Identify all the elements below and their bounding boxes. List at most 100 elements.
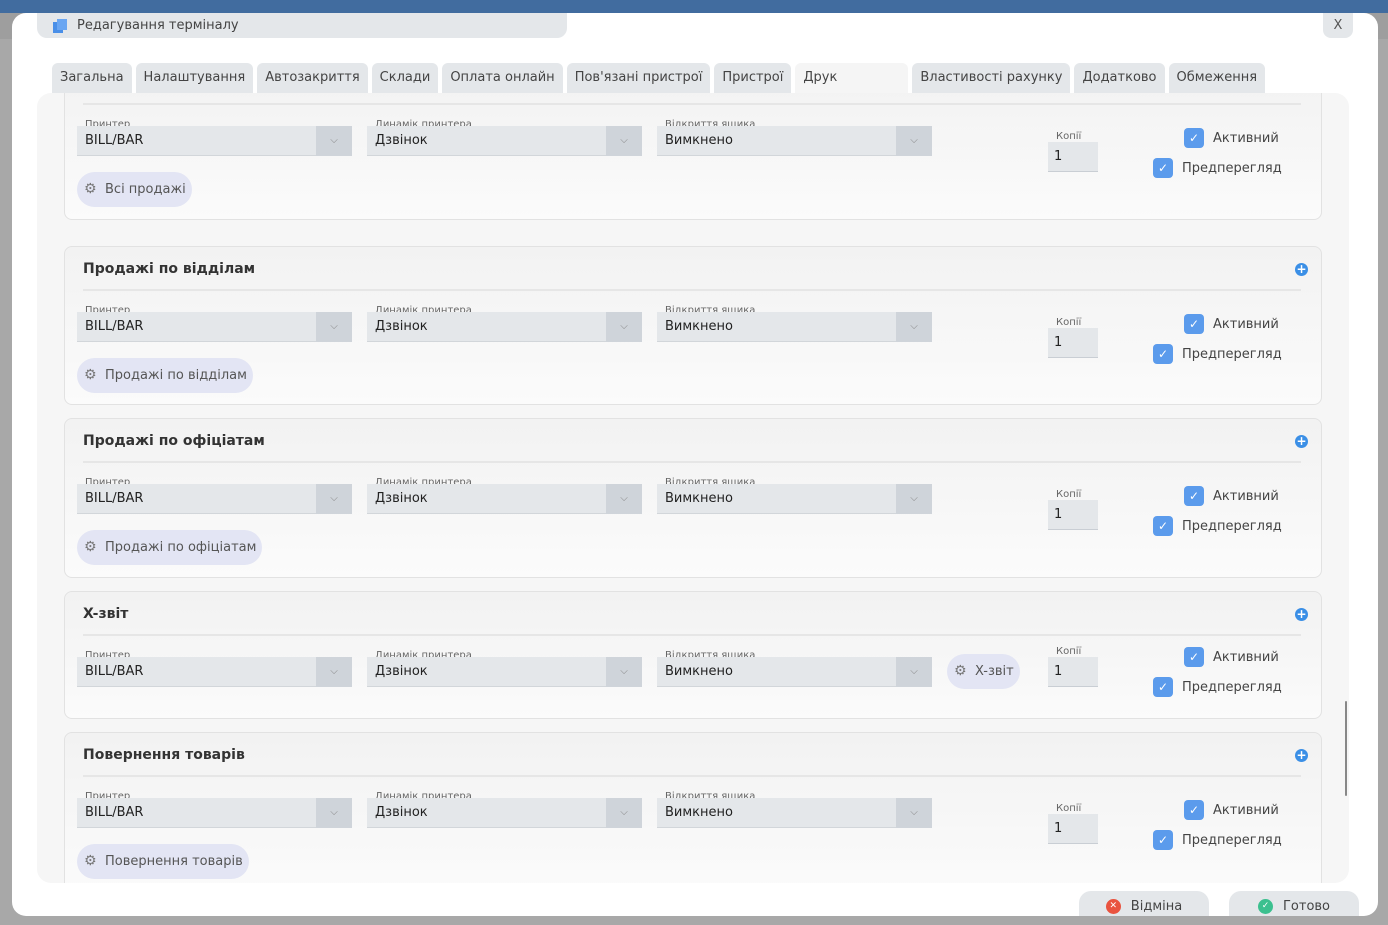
active-label: Активний [1213,802,1279,818]
drawer-value: Вимкнено [665,133,733,148]
chevron-down-icon: ⌵ [606,657,642,687]
drawer-select[interactable]: Вимкнено ⌵ [657,126,932,156]
printer-select[interactable]: BILL/BAR ⌵ [77,798,352,828]
preview-checkbox[interactable]: ✓ Предперегляд [1153,158,1282,178]
printer-value: BILL/BAR [85,805,144,820]
tab-9[interactable]: Додатково [1074,63,1165,93]
active-checkbox[interactable]: ✓ Активний [1184,647,1279,667]
cancel-label: Відміна [1130,898,1183,914]
drawer-select[interactable]: Вимкнено ⌵ [657,657,932,687]
gear-icon: ⚙ [954,663,967,679]
chevron-down-icon: ⌵ [316,798,352,828]
active-checkbox[interactable]: ✓ Активний [1184,800,1279,820]
chevron-down-icon: ⌵ [896,126,932,156]
checkbox-checked-icon: ✓ [1153,516,1173,536]
add-icon[interactable]: + [1295,748,1308,762]
gear-icon: ⚙ [84,367,97,383]
tab-8[interactable]: Властивості рахунку [912,63,1071,93]
scrollbar[interactable] [1345,701,1347,796]
chevron-down-icon: ⌵ [896,657,932,687]
tab-10[interactable]: Обмеження [1168,63,1266,93]
cancel-button[interactable]: ✕ Відміна [1079,891,1209,916]
tab-7[interactable]: Друк [795,63,909,93]
add-icon[interactable]: + [1295,434,1308,448]
copies-input[interactable]: 1 [1048,142,1098,172]
done-label: Готово [1282,898,1331,914]
drawer-value: Вимкнено [665,805,733,820]
dialog-title: Редагування терміналу [77,18,239,33]
tab-5[interactable]: Пов'язані пристрої [566,63,711,93]
section-title: X-звіт [83,606,129,622]
close-button[interactable]: X [1323,13,1353,38]
copies-label: Копії [1056,317,1082,328]
checkbox-checked-icon: ✓ [1184,647,1204,667]
button-label: Повернення товарів [105,854,243,869]
speaker-select[interactable]: Дзвінок ⌵ [367,126,642,156]
active-checkbox[interactable]: ✓ Активний [1184,128,1279,148]
print-preview-button[interactable]: ⚙ Повернення товарів [77,844,249,879]
tab-6[interactable]: Пристрої [714,63,792,93]
preview-label: Предперегляд [1182,832,1282,848]
dialog-titlebar: Редагування терміналу [37,13,567,38]
tab-3[interactable]: Склади [371,63,439,93]
section-title: Повернення товарів [83,747,245,763]
check-icon: ✓ [1257,898,1273,914]
button-label: Продажі по офіціатам [105,540,257,555]
printer-value: BILL/BAR [85,664,144,679]
speaker-select[interactable]: Дзвінок ⌵ [367,312,642,342]
chevron-down-icon: ⌵ [606,484,642,514]
printer-select[interactable]: BILL/BAR ⌵ [77,657,352,687]
active-checkbox[interactable]: ✓ Активний [1184,314,1279,334]
preview-checkbox[interactable]: ✓ Предперегляд [1153,516,1282,536]
print-preview-button[interactable]: ⚙ Продажі по офіціатам [77,530,263,565]
print-preview-button[interactable]: ⚙ Всі продажі [77,172,192,207]
printer-select[interactable]: BILL/BAR ⌵ [77,312,352,342]
print-section: Продажі по відділам + Принтер BILL/BAR ⌵ Дина… [64,246,1322,405]
checkbox-checked-icon: ✓ [1184,128,1204,148]
print-preview-button[interactable]: ⚙ X-звіт [947,654,1020,689]
drawer-value: Вимкнено [665,319,733,334]
app-logo-icon [53,18,67,33]
speaker-label: Динамік принтера [375,791,472,802]
preview-checkbox[interactable]: ✓ Предперегляд [1153,677,1282,697]
speaker-select[interactable]: Дзвінок ⌵ [367,484,642,514]
chevron-down-icon: ⌵ [896,798,932,828]
speaker-value: Дзвінок [375,805,428,820]
drawer-select[interactable]: Вимкнено ⌵ [657,312,932,342]
tab-2[interactable]: Автозакриття [257,63,368,93]
add-icon[interactable]: + [1295,262,1308,276]
chevron-down-icon: ⌵ [606,312,642,342]
add-icon[interactable]: + [1295,607,1308,621]
print-section: X-звіт + Принтер BILL/BAR ⌵ Динамік принтера Д… [64,591,1322,719]
preview-label: Предперегляд [1182,160,1282,176]
copies-input[interactable]: 1 [1048,657,1098,687]
printer-value: BILL/BAR [85,133,144,148]
chevron-down-icon: ⌵ [606,798,642,828]
gear-icon: ⚙ [84,853,97,869]
preview-checkbox[interactable]: ✓ Предперегляд [1153,830,1282,850]
speaker-value: Дзвінок [375,491,428,506]
printer-select[interactable]: BILL/BAR ⌵ [77,126,352,156]
tab-0[interactable]: Загальна [52,63,132,93]
drawer-select[interactable]: Вимкнено ⌵ [657,798,932,828]
preview-checkbox[interactable]: ✓ Предперегляд [1153,344,1282,364]
drawer-label: Відкриття ящика [665,791,756,802]
drawer-select[interactable]: Вимкнено ⌵ [657,484,932,514]
speaker-select[interactable]: Дзвінок ⌵ [367,657,642,687]
checkbox-checked-icon: ✓ [1153,830,1173,850]
copies-input[interactable]: 1 [1048,814,1098,844]
copies-input[interactable]: 1 [1048,328,1098,358]
tab-1[interactable]: Налаштування [135,63,254,93]
printer-select[interactable]: BILL/BAR ⌵ [77,484,352,514]
active-label: Активний [1213,316,1279,332]
speaker-select[interactable]: Дзвінок ⌵ [367,798,642,828]
gear-icon: ⚙ [84,539,97,555]
tab-4[interactable]: Оплата онлайн [442,63,563,93]
copies-label: Копії [1056,646,1082,657]
active-label: Активний [1213,130,1279,146]
printer-label: Принтер [85,305,131,316]
print-preview-button[interactable]: ⚙ Продажі по відділам [77,358,253,393]
copies-input[interactable]: 1 [1048,500,1098,530]
active-checkbox[interactable]: ✓ Активний [1184,486,1279,506]
done-button[interactable]: ✓ Готово [1229,891,1359,916]
